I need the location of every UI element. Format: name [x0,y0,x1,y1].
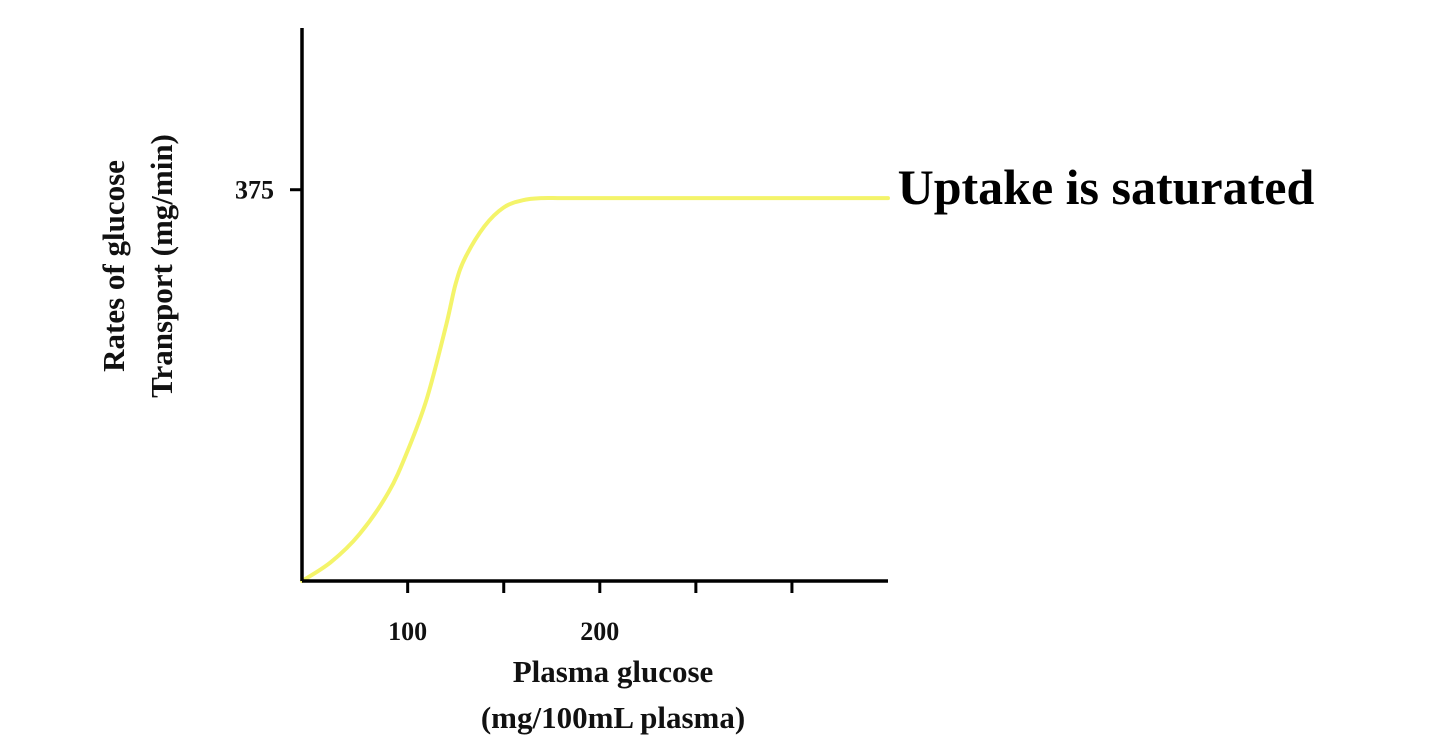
x-tick-label: 200 [580,617,619,646]
x-ticks: 100 200 [388,581,794,646]
x-axis-title-line-1: Plasma glucose [513,654,714,689]
y-axis-title-line-1: Rates of glucose [96,160,131,372]
y-ticks: 375 [235,176,302,205]
y-axis-title-line-2: Transport (mg/min) [144,134,179,398]
annotations: Uptake is saturated [898,159,1315,215]
glucose-transport-curve [300,195,890,583]
x-axis-title-line-2: (mg/100mL plasma) [481,700,745,735]
x-tick-label: 100 [388,617,427,646]
saturation-annotation: Uptake is saturated [898,159,1315,215]
y-tick-label: 375 [235,176,274,205]
